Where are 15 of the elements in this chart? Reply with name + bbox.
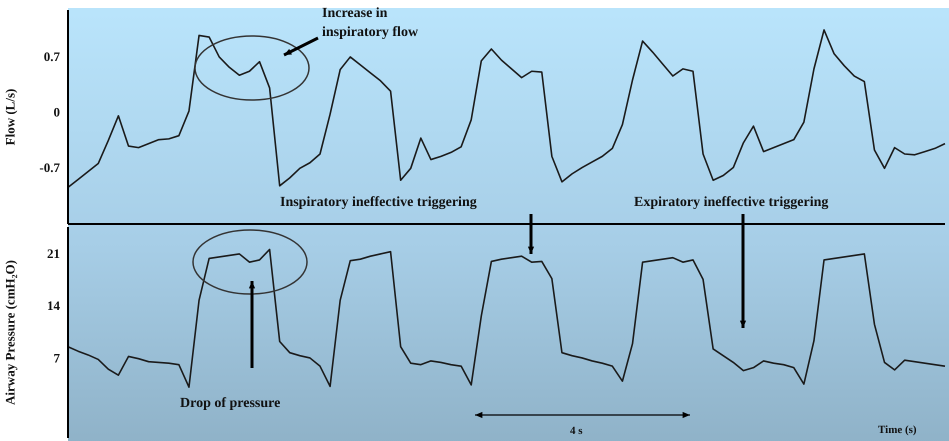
annotation: Increase in inspiratory flow <box>322 5 420 42</box>
y-tick-label: 21 <box>47 246 60 261</box>
x-axis-title: Time (s) <box>878 423 917 438</box>
y-tick-label: -0.7 <box>39 160 60 176</box>
y-tick-label: 7 <box>54 350 60 366</box>
y-axis-title: Airway Pressure (cmH₂O) <box>2 260 18 405</box>
y-tick-label: 14 <box>47 298 60 314</box>
annotation: Drop of pressure <box>180 395 280 413</box>
line-series <box>67 248 946 388</box>
annotation: Expiratory ineffective triggering <box>634 194 828 212</box>
y-axis-title: Flow (L/s) <box>2 88 18 146</box>
annotation: 4 s <box>570 424 583 439</box>
y-tick-label: 0 <box>54 104 60 120</box>
y-tick-label: 0.7 <box>44 48 60 64</box>
annotation: Inspiratory ineffective triggering <box>280 194 477 212</box>
